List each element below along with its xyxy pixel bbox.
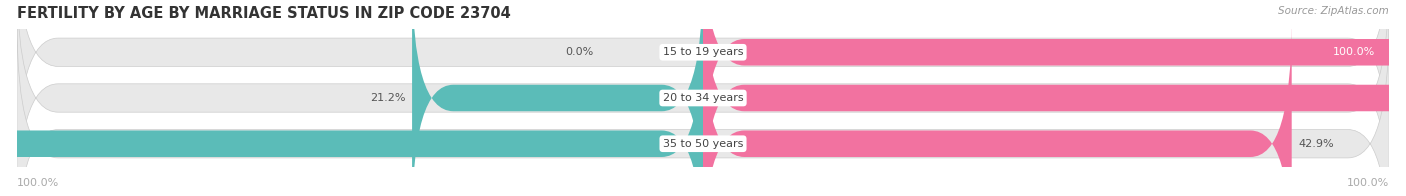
Text: 35 to 50 years: 35 to 50 years [662,139,744,149]
Text: 21.2%: 21.2% [370,93,405,103]
FancyBboxPatch shape [703,0,1406,196]
Text: 20 to 34 years: 20 to 34 years [662,93,744,103]
Text: 100.0%: 100.0% [17,178,59,188]
Text: 15 to 19 years: 15 to 19 years [662,47,744,57]
Text: 0.0%: 0.0% [565,47,593,57]
FancyBboxPatch shape [703,0,1406,176]
Text: 100.0%: 100.0% [1347,178,1389,188]
Text: Source: ZipAtlas.com: Source: ZipAtlas.com [1278,6,1389,16]
FancyBboxPatch shape [17,21,1389,196]
FancyBboxPatch shape [17,0,1389,196]
Text: 42.9%: 42.9% [1299,139,1334,149]
FancyBboxPatch shape [412,0,703,196]
Text: FERTILITY BY AGE BY MARRIAGE STATUS IN ZIP CODE 23704: FERTILITY BY AGE BY MARRIAGE STATUS IN Z… [17,6,510,21]
FancyBboxPatch shape [703,20,1292,196]
Text: 100.0%: 100.0% [1333,47,1375,57]
FancyBboxPatch shape [17,0,1389,175]
FancyBboxPatch shape [0,20,703,196]
